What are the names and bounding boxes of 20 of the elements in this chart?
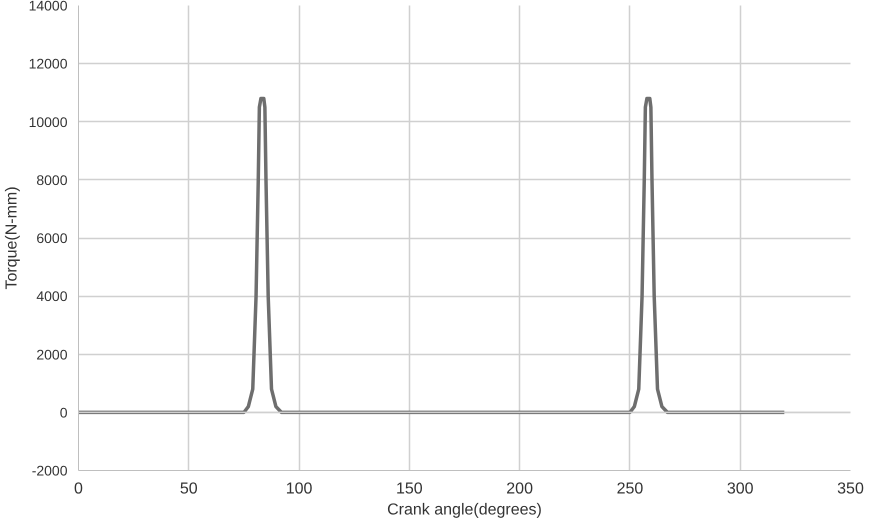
y-tick-label: 12000 <box>28 56 68 72</box>
line-series <box>78 96 786 414</box>
y-tick-label: 10000 <box>28 114 68 130</box>
y-tick-label: 0 <box>60 404 68 420</box>
x-tick-label: 250 <box>616 480 644 498</box>
x-tick-label: 50 <box>180 480 198 498</box>
x-tick-label: 200 <box>506 480 534 498</box>
y-tick-label: 4000 <box>36 288 68 304</box>
x-axis-title: Crank angle(degrees) <box>387 502 542 518</box>
x-tick-label: 100 <box>286 480 313 498</box>
y-tick-label: -2000 <box>32 462 68 478</box>
y-axis-title: Torque(N-mm) <box>4 186 21 290</box>
x-tick-label: 300 <box>726 480 754 498</box>
y-tick-label: 6000 <box>36 230 68 246</box>
x-tick-label: 150 <box>396 480 423 498</box>
x-tick-label: 350 <box>837 480 864 498</box>
y-tick-label: 14000 <box>28 0 68 14</box>
y-tick-label: 2000 <box>36 346 68 362</box>
x-tick-label: 0 <box>74 480 84 498</box>
y-tick-label: 8000 <box>36 172 68 188</box>
